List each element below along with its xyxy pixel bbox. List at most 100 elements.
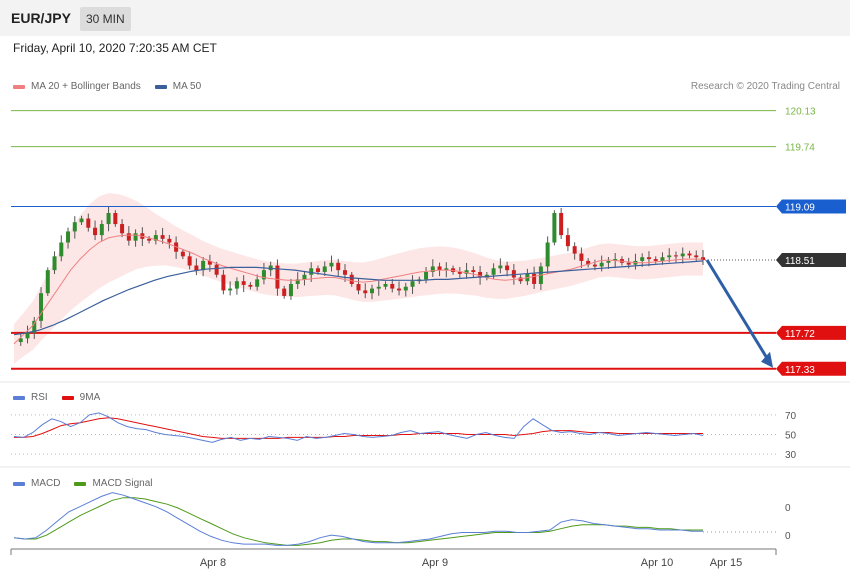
candle-body xyxy=(39,293,44,321)
candle-body xyxy=(322,266,327,272)
projection-arrow xyxy=(705,259,770,361)
x-tick-label: Apr 15 xyxy=(710,557,742,569)
candle-body xyxy=(532,273,537,284)
candle-body xyxy=(66,231,71,243)
legend-item-ma50: MA 50 xyxy=(154,81,202,92)
candle-body xyxy=(342,270,347,275)
candle-body xyxy=(444,268,449,271)
symbol-label: EUR/JPY xyxy=(11,10,71,26)
candle-body xyxy=(673,255,678,257)
price-tag xyxy=(776,199,846,214)
legend-item-9ma: 9MA xyxy=(61,392,101,403)
legend-swatch-macd-signal xyxy=(74,481,87,486)
candle-body xyxy=(147,238,152,241)
candle-body xyxy=(282,288,287,296)
candle-body xyxy=(687,253,692,256)
candle-body xyxy=(207,260,212,265)
candle-body xyxy=(403,286,408,291)
candle-body xyxy=(430,266,435,272)
candle-body xyxy=(234,281,239,289)
candle-body xyxy=(221,274,226,291)
candle-body xyxy=(336,262,341,271)
credit-text: Research © 2020 Trading Central xyxy=(690,81,840,92)
legend-item-rsi: RSI xyxy=(13,392,48,403)
candle-body xyxy=(397,288,402,291)
candle-body xyxy=(167,238,172,243)
price-tag-label: 119.74 xyxy=(785,143,815,154)
price-tag xyxy=(776,253,846,268)
candle-body xyxy=(424,271,429,280)
ma20-line xyxy=(13,234,703,345)
legend-swatch-9ma xyxy=(61,395,74,400)
legend-swatch-rsi xyxy=(13,395,25,400)
candle-body xyxy=(478,271,483,278)
candle-body xyxy=(356,283,361,291)
legend-swatch-ma50 xyxy=(154,84,167,89)
candle-body xyxy=(329,262,334,267)
candle-body xyxy=(390,283,395,289)
candle-body xyxy=(194,265,199,271)
candle-body xyxy=(255,279,260,287)
candle-body xyxy=(288,283,293,296)
candle-body xyxy=(586,260,591,265)
candle-body xyxy=(653,259,658,261)
legend-label-ma50: MA 50 xyxy=(172,81,202,92)
candle-body xyxy=(32,320,37,333)
candle-body xyxy=(214,264,219,275)
candle-body xyxy=(106,212,111,225)
candle-body xyxy=(86,218,91,228)
candle-body xyxy=(180,251,185,257)
candle-body xyxy=(471,270,476,272)
candle-body xyxy=(694,255,699,258)
candle-body xyxy=(370,288,375,294)
price-tag-label: 119.09 xyxy=(785,203,815,214)
macd-line xyxy=(13,492,703,546)
candle-body xyxy=(45,270,50,294)
candle-body xyxy=(383,283,388,287)
candle-body xyxy=(309,268,314,275)
price-tag-label: 120.13 xyxy=(785,107,816,118)
rsi-legend: RSI 9MA xyxy=(13,392,114,403)
header-bar: EUR/JPY 30 MIN xyxy=(0,0,850,36)
candle-body xyxy=(545,242,550,267)
price-tag xyxy=(776,325,846,340)
candle-body xyxy=(559,212,564,236)
candle-body xyxy=(660,257,665,261)
x-tick-label: Apr 10 xyxy=(641,557,673,569)
candle-body xyxy=(315,268,320,272)
candle-body xyxy=(241,281,246,285)
candle-body xyxy=(120,224,125,234)
legend-label-rsi: RSI xyxy=(31,392,48,403)
candle-body xyxy=(52,256,57,271)
candle-body xyxy=(302,274,307,280)
candle-body xyxy=(79,218,84,223)
main-legend: MA 20 + Bollinger Bands MA 50 xyxy=(13,81,215,92)
legend-swatch-ma20 xyxy=(13,84,25,89)
rsi-line xyxy=(13,412,704,443)
candle-body xyxy=(25,332,30,339)
candle-body xyxy=(228,288,233,291)
macd-legend: MACD MACD Signal xyxy=(13,478,166,489)
legend-label-ma20: MA 20 + Bollinger Bands xyxy=(31,81,141,92)
candle-body xyxy=(410,281,415,287)
candle-body xyxy=(606,260,611,263)
candle-body xyxy=(261,270,266,280)
legend-label-9ma: 9MA xyxy=(79,392,101,403)
candle-body xyxy=(464,270,469,274)
candle-body xyxy=(376,286,381,289)
candle-body xyxy=(667,255,672,258)
candle-body xyxy=(153,235,158,241)
price-tag xyxy=(776,361,846,376)
candle-body xyxy=(18,338,23,343)
x-tick-label: Apr 9 xyxy=(422,557,448,569)
legend-item-macd: MACD xyxy=(13,478,60,489)
candle-body xyxy=(518,277,523,282)
timeframe-button[interactable]: 30 MIN xyxy=(80,7,131,31)
candle-body xyxy=(187,256,192,266)
rsi-tick-label: 70 xyxy=(785,411,797,422)
legend-label-macd-signal: MACD Signal xyxy=(92,478,153,489)
candle-body xyxy=(552,212,557,243)
candle-body xyxy=(126,233,131,241)
rsi-tick-label: 50 xyxy=(785,431,797,442)
